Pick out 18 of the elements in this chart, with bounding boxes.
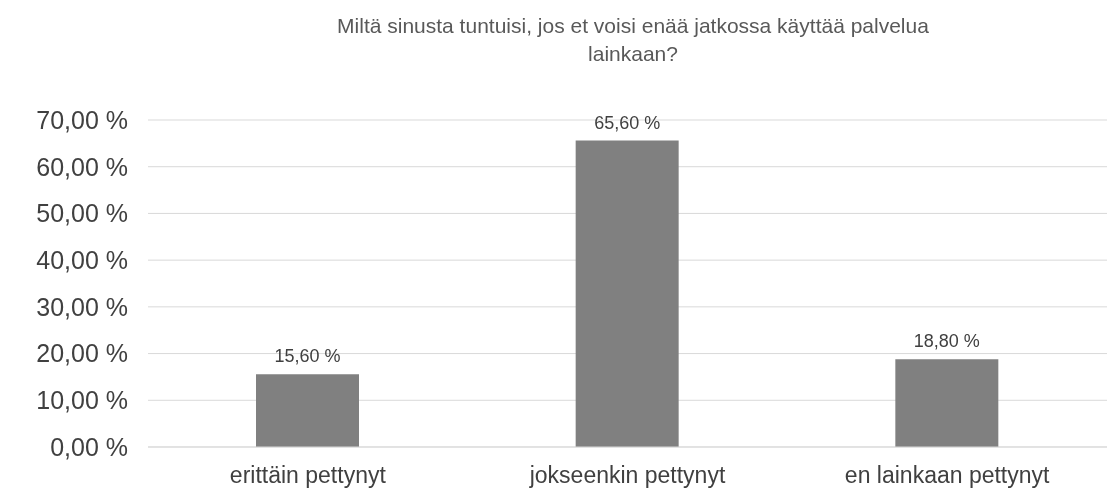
- y-tick-label: 0,00 %: [50, 432, 128, 461]
- y-tick-label: 50,00 %: [36, 199, 128, 228]
- chart-title: Miltä sinusta tuntuisi, jos et voisi enää jatkossa käyttää palvelua lainkaan?: [336, 13, 930, 67]
- x-tick-label: erittäin pettynyt: [229, 462, 387, 489]
- data-label: 15,60 %: [274, 346, 341, 367]
- x-tick-label: en lainkaan pettynyt: [844, 462, 1051, 489]
- y-tick-label: 40,00 %: [36, 246, 128, 275]
- x-tick-label: jokseenkin pettynyt: [528, 462, 726, 489]
- y-tick-label: 10,00 %: [36, 386, 128, 415]
- y-tick-label: 20,00 %: [36, 339, 128, 368]
- bar: [575, 140, 679, 447]
- y-tick-label: 30,00 %: [36, 292, 128, 321]
- y-tick-label: 70,00 %: [36, 105, 128, 134]
- bar: [256, 374, 359, 447]
- data-label: 65,60 %: [594, 112, 661, 133]
- bar: [895, 359, 999, 447]
- data-label: 18,80 %: [913, 331, 980, 352]
- y-tick-label: 60,00 %: [36, 152, 128, 181]
